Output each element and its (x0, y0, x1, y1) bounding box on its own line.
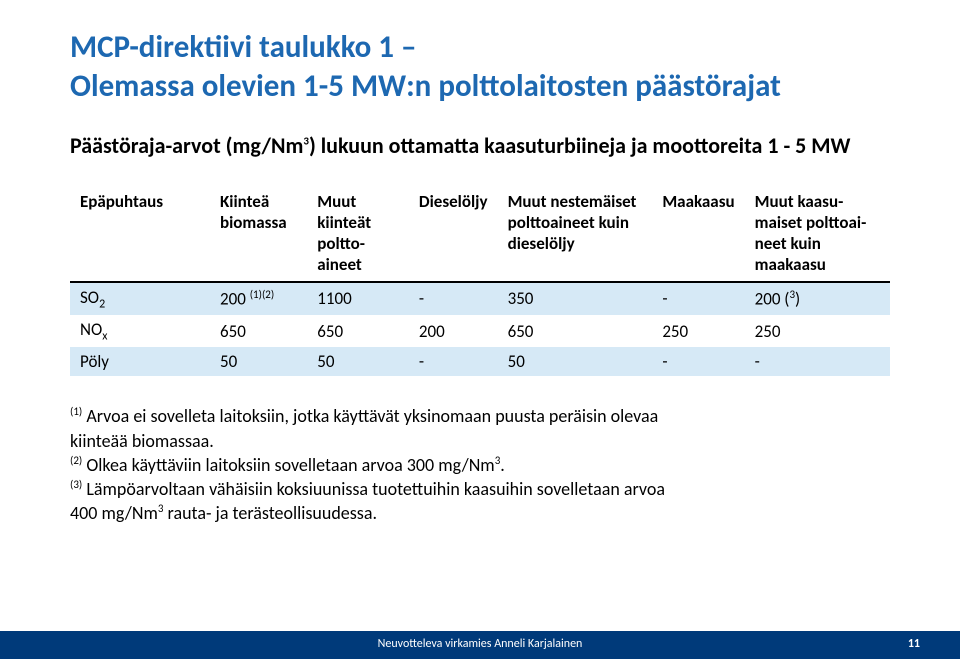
row-label: Pöly (70, 347, 210, 376)
table-row: SO2 200 (1)(2) 1100 - 350 - 200 (3) (70, 282, 890, 315)
cell: 200 (1)(2) (210, 282, 307, 315)
cell: 50 (307, 347, 409, 376)
cell: - (409, 347, 498, 376)
cell: 200 (3) (745, 282, 890, 315)
table-row: Pöly 50 50 - 50 - - (70, 347, 890, 376)
row-label: NOx (70, 315, 210, 347)
cell: 650 (307, 315, 409, 347)
footnotes: (1) Arvoa ei sovelleta laitoksiin, jotka… (70, 404, 890, 525)
th-other-liquid: Muut nestemäiset polttoaineet kuin diese… (498, 185, 653, 282)
th-biomass: Kiinteä biomassa (210, 185, 307, 282)
title-line-2: Olemassa olevien 1-5 MW:n polttolaitoste… (70, 67, 781, 105)
row-label: SO2 (70, 282, 210, 315)
slide-subtitle: Päästöraja-arvot (mg/Nm3) lukuun ottamat… (70, 132, 890, 159)
cell: 650 (210, 315, 307, 347)
cell: - (652, 347, 744, 376)
title-line-1: MCP-direktiivi taulukko 1 – (70, 28, 416, 66)
cell: 350 (498, 282, 653, 315)
table-row: NOx 650 650 200 650 250 250 (70, 315, 890, 347)
cell: - (652, 282, 744, 315)
cell: 1100 (307, 282, 409, 315)
cell: 200 (409, 315, 498, 347)
cell: - (745, 347, 890, 376)
slide-title: MCP-direktiivi taulukko 1 – Olemassa ole… (70, 28, 890, 106)
footnote-1: (1) Arvoa ei sovelleta laitoksiin, jotka… (70, 404, 890, 453)
footer-page-number: 11 (908, 637, 920, 651)
cell: - (409, 282, 498, 315)
emissions-table: Epäpuhtaus Kiinteä biomassa Muut kiinteä… (70, 185, 890, 377)
cell: 250 (652, 315, 744, 347)
cell: 650 (498, 315, 653, 347)
slide-footer: Neuvotteleva virkamies Anneli Karjalaine… (0, 631, 960, 659)
th-other-gas: Muut kaasu-maiset polttoai-neet kuin maa… (745, 185, 890, 282)
cell: 250 (745, 315, 890, 347)
th-other-solid: Muut kiinteät poltto-aineet (307, 185, 409, 282)
footnote-2: (2) Olkea käyttäviin laitoksiin sovellet… (70, 453, 890, 477)
th-natgas: Maakaasu (652, 185, 744, 282)
footnote-3: (3) Lämpöarvoltaan vähäisiin koksiuuniss… (70, 477, 890, 526)
cell: 50 (210, 347, 307, 376)
table-header-row: Epäpuhtaus Kiinteä biomassa Muut kiinteä… (70, 185, 890, 282)
th-pollutant: Epäpuhtaus (70, 185, 210, 282)
footer-author: Neuvotteleva virkamies Anneli Karjalaine… (378, 637, 583, 651)
th-diesel: Dieselöljy (409, 185, 498, 282)
cell: 50 (498, 347, 653, 376)
